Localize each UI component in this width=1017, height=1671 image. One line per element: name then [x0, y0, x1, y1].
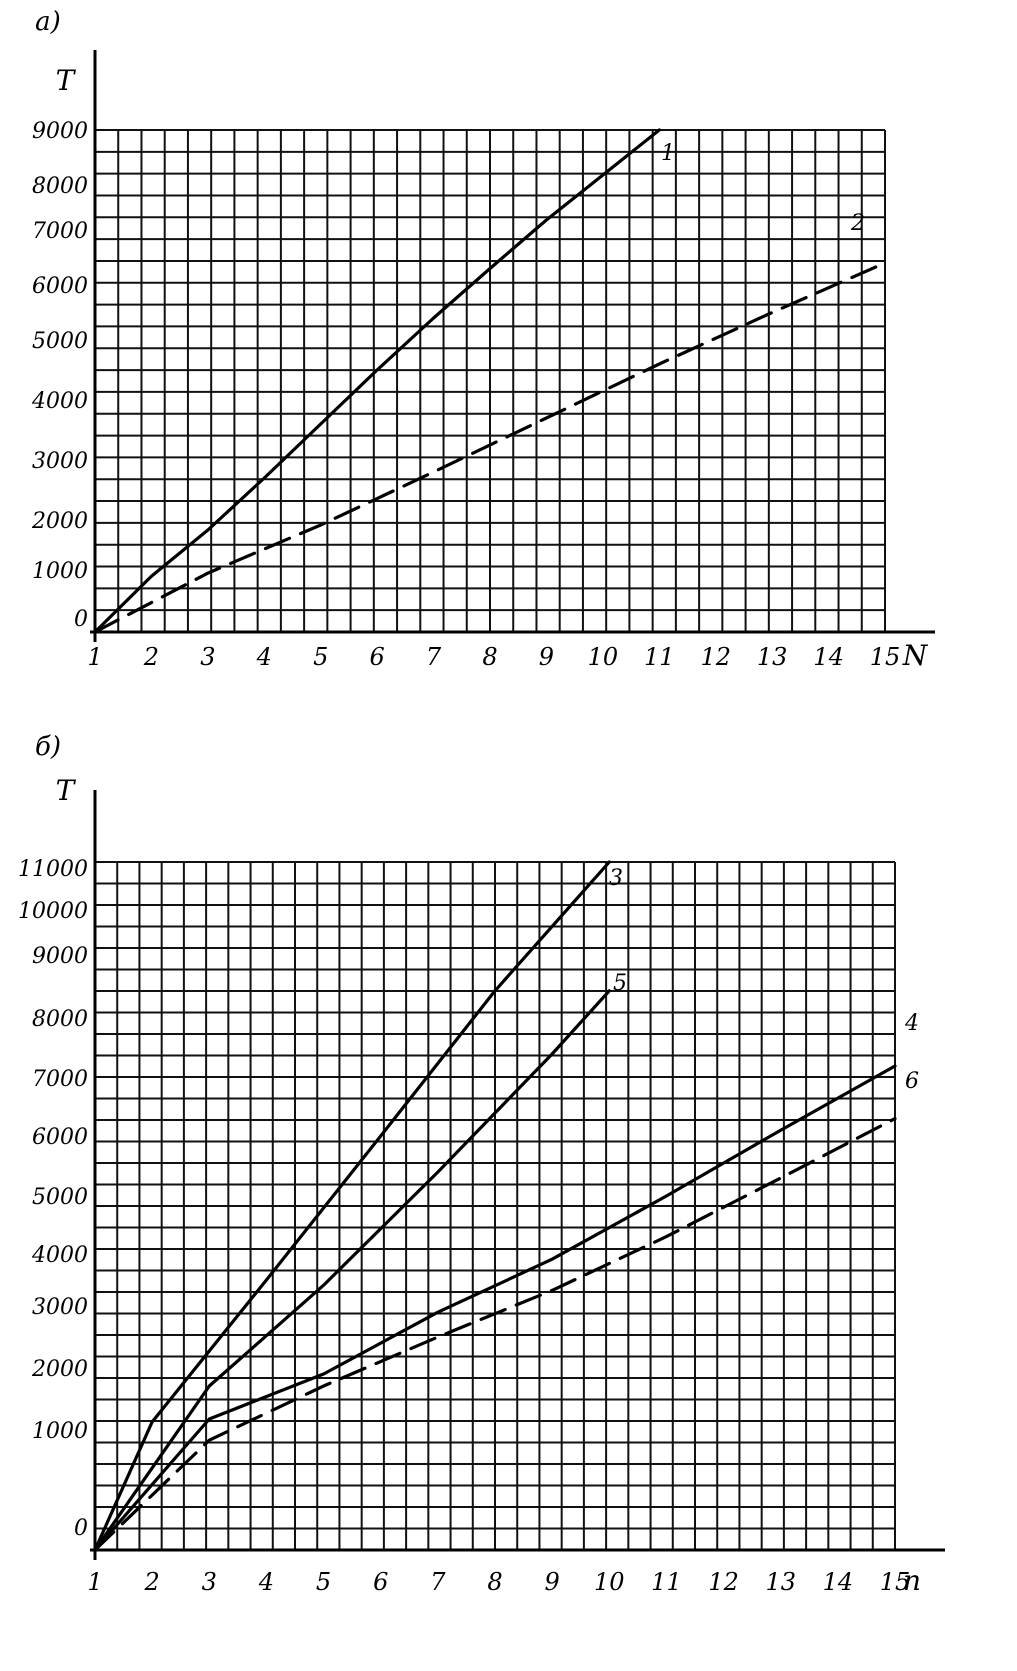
panel-a-y-tick-label: 9000	[32, 119, 88, 144]
panel-b-chart: 1 2 3 4 5 6 7 8 9 10 11 12 13 14 150100020003000400050…	[18, 732, 945, 1597]
panel-b-x-tick-label: 13	[765, 1568, 796, 1596]
panel-a-y-axis-title: T	[56, 64, 77, 97]
panel-b-x-tick-label: 5	[316, 1568, 331, 1596]
panel-a-chart: 1 2 3 4 5 6 7 8 9 10 11 12 13 14 150100020003000400050…	[31, 7, 935, 672]
panel-a-x-tick-label: 1	[87, 643, 102, 671]
panel-b-y-tick-label: 8000	[32, 1007, 88, 1032]
panel-a-x-tick-label: 10	[588, 643, 619, 671]
panel-a-x-tick-label: 13	[757, 643, 788, 671]
panel-a-y-tick-label: 6000	[32, 274, 88, 299]
panel-b-x-tick-label: 1	[87, 1568, 102, 1596]
panel-b-series-label-6: 6	[905, 1069, 919, 1094]
panel-a-y-tick-label: 4000	[31, 389, 88, 414]
panel-b-x-axis-title: n	[903, 1564, 921, 1597]
panel-a-x-tick-label: 11	[644, 643, 675, 671]
panel-b-y-tick-label: 5000	[32, 1185, 88, 1210]
panel-b-label: б)	[35, 732, 61, 762]
panel-a-x-tick-label: 2	[143, 643, 159, 671]
panel-a-x-tick-label: 15	[870, 643, 901, 671]
panel-b-x-tick-label: 6	[373, 1568, 388, 1596]
panel-b-y-tick-label: 6000	[32, 1125, 88, 1150]
panel-b-x-tick-label: 15	[880, 1568, 911, 1596]
panel-b-x-tick-label: 4	[258, 1568, 274, 1596]
panel-b-x-tick-label: 11	[651, 1568, 682, 1596]
panel-a-x-tick-label: 4	[256, 643, 272, 671]
panel-a-label: а)	[35, 7, 61, 37]
panel-b-x-tick-label: 12	[708, 1568, 739, 1596]
panel-a-y-tick-label: 8000	[32, 174, 88, 199]
panel-a-y-tick-label: 5000	[32, 329, 88, 354]
panel-b-x-tick-label: 14	[823, 1568, 854, 1596]
panel-a-grid	[94, 129, 886, 633]
panel-b-y-axis-title: T	[56, 774, 77, 807]
panel-b-y-tick-label: 9000	[32, 944, 88, 969]
panel-a-x-tick-label: 9	[539, 643, 554, 671]
panel-a-y-tick-label: 3000	[32, 449, 88, 474]
panel-a-series-line-1	[93, 128, 661, 634]
panel-b-x-tick-label: 10	[594, 1568, 625, 1596]
panel-a-x-tick-label: 8	[482, 643, 497, 671]
panel-b-y-tick-label: 11000	[18, 857, 88, 882]
panel-b-series-label-3: 3	[609, 866, 623, 891]
panel-b-y-tick-label: 2000	[31, 1357, 88, 1382]
panel-a-x-tick-label: 6	[370, 643, 385, 671]
panel-a-x-tick-label: 3	[200, 643, 215, 671]
panel-a-series-label-1: 1	[661, 141, 675, 166]
panel-a-y-tick-label: 1000	[32, 559, 88, 584]
panel-b-x-tick-label: 8	[487, 1568, 502, 1596]
panel-b-y-tick-label: 0	[74, 1516, 88, 1541]
panel-a-series-line-2	[93, 261, 887, 634]
panel-a-y-tick-label: 7000	[32, 219, 88, 244]
panel-b-series-label-4: 4	[904, 1011, 919, 1036]
panel-b-series-line-6	[93, 1116, 897, 1552]
panel-b-x-tick-label: 9	[545, 1568, 560, 1596]
panel-b-y-tick-label: 4000	[31, 1243, 88, 1268]
panel-a-x-tick-label: 5	[313, 643, 328, 671]
panel-b-y-tick-label: 3000	[32, 1295, 88, 1320]
panel-b-y-tick-label: 7000	[32, 1067, 88, 1092]
panel-b-x-tick-label: 2	[144, 1568, 160, 1596]
panel-b-y-tick-label: 1000	[32, 1419, 88, 1444]
panel-a-x-tick-label: 14	[813, 643, 844, 671]
panel-a-x-tick-label: 7	[426, 643, 442, 671]
panel-b-series-label-5: 5	[613, 971, 627, 996]
panel-a-x-axis-title: N	[902, 639, 929, 672]
panel-a-y-tick-label: 2000	[31, 509, 88, 534]
panel-a-y-tick-label: 0	[74, 607, 88, 632]
panel-b-series-line-5	[93, 989, 611, 1552]
panel-b-y-tick-label: 10000	[18, 899, 88, 924]
panel-a-x-tick-label: 12	[700, 643, 731, 671]
panel-b-grid	[94, 861, 896, 1551]
panel-a-series-label-2: 2	[850, 211, 865, 236]
panel-b-series-line-4	[93, 1064, 897, 1552]
panel-b-x-tick-label: 3	[202, 1568, 217, 1596]
panel-b-x-tick-label: 7	[430, 1568, 446, 1596]
panel-b-series-line-3	[93, 860, 611, 1552]
